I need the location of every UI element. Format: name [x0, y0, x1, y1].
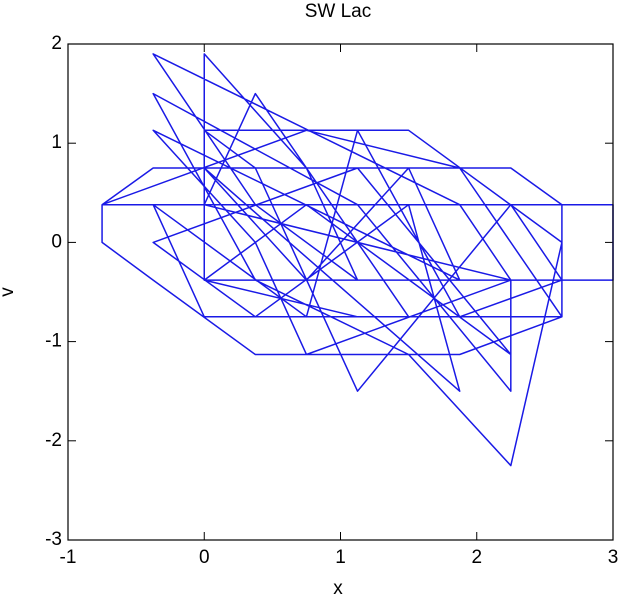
x-tick-label: 1 — [335, 547, 346, 568]
x-tick-label: 0 — [199, 547, 210, 568]
plot-frame — [67, 43, 614, 541]
y-tick-label: 0 — [51, 231, 62, 252]
y-tick-label: -1 — [45, 331, 62, 352]
x-tick-label: 3 — [608, 547, 619, 568]
data-line — [101, 53, 614, 467]
y-tick-label: -3 — [45, 529, 62, 550]
y-tick-label: -2 — [45, 430, 62, 451]
x-tick-label: 2 — [471, 547, 482, 568]
x-tick-label: -1 — [60, 547, 77, 568]
y-axis-label: v — [0, 287, 18, 297]
y-tick-label: 1 — [51, 132, 62, 153]
x-axis-label: x — [333, 578, 343, 599]
chart-title: SW Lac — [305, 1, 372, 22]
y-tick-label: 2 — [51, 33, 62, 54]
